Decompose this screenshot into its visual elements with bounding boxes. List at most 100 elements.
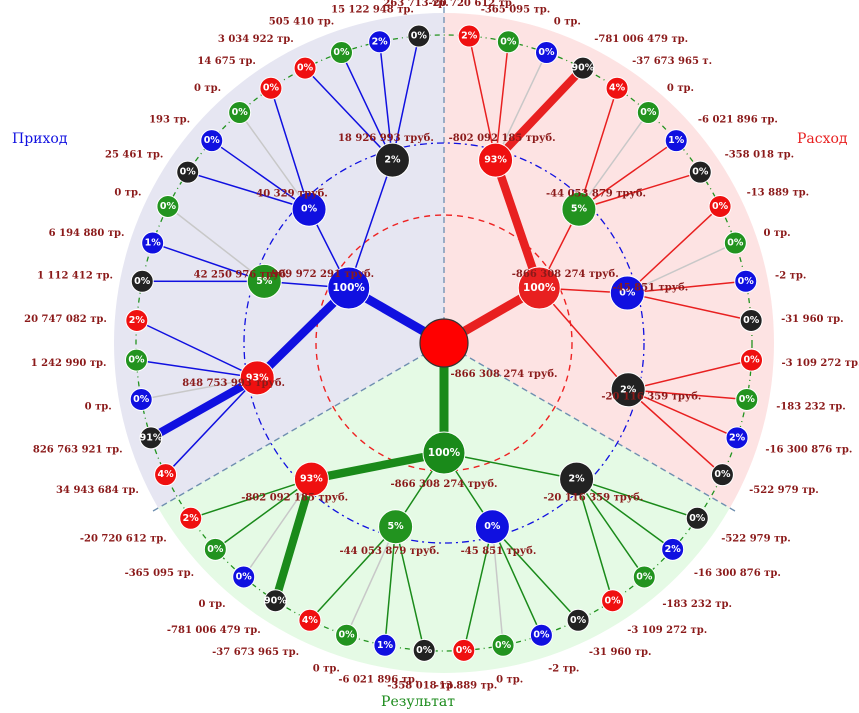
income-leaf-node-pct: 0%	[333, 47, 350, 58]
result-leaf-edge	[242, 478, 313, 578]
expense-branch-node[interactable]	[609, 275, 645, 311]
expense-leaf-edge	[494, 51, 548, 161]
income-leaf-node[interactable]	[154, 463, 178, 487]
income-leaf-label: 25 461 тр.	[105, 149, 163, 160]
income-branch-node[interactable]	[246, 263, 282, 299]
result-leaf-node[interactable]	[263, 589, 287, 613]
result-leaf-node[interactable]	[335, 623, 359, 647]
result-leaf-node[interactable]	[179, 506, 203, 530]
income-leaf-node[interactable]	[124, 348, 148, 372]
expense-branch-node[interactable]	[610, 372, 646, 408]
expense-leaf-node[interactable]	[725, 426, 749, 450]
income-leaf-node[interactable]	[141, 231, 165, 255]
income-leaf-node-pct: 0%	[232, 107, 249, 118]
income-leaf-node[interactable]	[176, 160, 200, 184]
expense-leaf-node[interactable]	[735, 387, 759, 411]
income-leaf-node[interactable]	[139, 426, 163, 450]
expense-branch-node[interactable]	[561, 191, 597, 227]
result-leaf-node[interactable]	[601, 589, 625, 613]
result-leaf-node[interactable]	[412, 638, 436, 662]
income-leaf-node[interactable]	[368, 30, 392, 54]
income-branch-node[interactable]	[239, 360, 275, 396]
result-leaf-node[interactable]	[685, 506, 709, 530]
result-leaf-node-pct: 0%	[416, 645, 433, 656]
expense-leaf-edge	[578, 171, 702, 210]
result-branch-node[interactable]	[559, 461, 595, 497]
result-leaf-node[interactable]	[452, 638, 476, 662]
expense-root-node[interactable]	[517, 266, 561, 310]
result-leaf-label: -358 018 тр.	[387, 680, 457, 691]
expense-leaf-node[interactable]	[688, 160, 712, 184]
result-branch-label: -45 851 труб.	[461, 546, 537, 557]
income-leaf-node-pct: 2%	[129, 315, 146, 326]
result-leaf-node[interactable]	[566, 608, 590, 632]
expense-leaf-node[interactable]	[708, 194, 732, 218]
result-leaf-node[interactable]	[491, 633, 515, 657]
expense-leaf-node[interactable]	[534, 41, 558, 65]
expense-leaf-edge	[578, 139, 677, 210]
income-leaf-node[interactable]	[200, 129, 224, 153]
income-leaf-node[interactable]	[156, 194, 180, 218]
expense-leaf-node[interactable]	[740, 348, 764, 372]
income-branch-node[interactable]	[374, 142, 410, 178]
income-leaf-node[interactable]	[129, 387, 153, 411]
income-branch-node[interactable]	[291, 191, 327, 227]
result-leaf-edge	[189, 478, 313, 520]
expense-leaf-node[interactable]	[496, 30, 520, 54]
income-leaf-label: 193 тр.	[149, 114, 190, 125]
income-root-node[interactable]	[327, 266, 371, 310]
income-leaf-node-pct: 0%	[134, 276, 151, 287]
result-leaf-node[interactable]	[298, 608, 322, 632]
income-leaf-node[interactable]	[259, 76, 283, 100]
expense-leaf-node[interactable]	[710, 463, 734, 487]
result-branch-node[interactable]	[474, 509, 510, 545]
result-leaf-node[interactable]	[373, 633, 397, 657]
expense-leaf-node[interactable]	[734, 269, 758, 293]
result-leaf-edge	[575, 478, 674, 551]
value-labels: 848 753 993 труб. 42 250 976 труб. 40 329 …	[24, 0, 859, 691]
expense-leaf-node-pct: 90%	[572, 63, 595, 74]
income-leaf-node[interactable]	[407, 24, 431, 48]
sector-bg-income	[114, 13, 444, 508]
income-leaf-node[interactable]	[130, 269, 154, 293]
expense-leaf-edge	[491, 64, 587, 165]
expense-leaf-node[interactable]	[636, 101, 660, 125]
expense-leaf-node-pct: 0%	[727, 238, 744, 249]
result-leaf-node[interactable]	[529, 623, 553, 647]
income-branch-label: 42 250 976 труб.	[194, 270, 290, 281]
result-leaf-node[interactable]	[661, 537, 685, 561]
result-root-node[interactable]	[422, 431, 466, 475]
result-leaf-node[interactable]	[632, 565, 656, 589]
income-leaf-node[interactable]	[125, 309, 149, 333]
expense-leaf-node[interactable]	[571, 56, 595, 80]
guide-circle-outer	[135, 34, 753, 652]
result-leaf-node[interactable]	[232, 565, 256, 589]
result-leaf-label: 0 тр.	[496, 675, 523, 686]
expense-leaf-node[interactable]	[723, 231, 747, 255]
expense-leaf-node[interactable]	[457, 24, 481, 48]
expense-leaf-label: -365 095 тр.	[481, 5, 551, 16]
expense-leaf-label: -2 тр.	[775, 270, 806, 281]
income-leaf-node[interactable]	[330, 41, 354, 65]
result-leaf-label: -781 006 479 тр.	[167, 625, 261, 636]
expense-leaf-node-pct: 2%	[461, 31, 478, 42]
center-node[interactable]	[419, 318, 469, 368]
result-leaf-node[interactable]	[203, 537, 227, 561]
expense-leaf-node-pct: 0%	[739, 394, 756, 405]
result-leaf-edge	[575, 478, 614, 602]
expense-sub-edge	[538, 287, 629, 391]
expense-branch-label: -45 851 труб.	[613, 283, 689, 294]
expense-branch-node[interactable]	[478, 142, 514, 178]
result-branch-node[interactable]	[293, 461, 329, 497]
result-leaf-node-pct: 0%	[207, 544, 224, 555]
income-leaf-node[interactable]	[293, 56, 317, 80]
result-leaf-node-pct: 2%	[665, 544, 682, 555]
expense-leaf-label: -20 720 612 тр.	[428, 0, 515, 9]
income-leaf-node[interactable]	[228, 101, 252, 125]
expense-leaf-node[interactable]	[664, 129, 688, 153]
expense-leaf-node[interactable]	[605, 76, 629, 100]
result-leaf-label: -6 021 896 тр.	[338, 675, 418, 686]
expense-leaf-node[interactable]	[739, 309, 763, 333]
result-branch-node[interactable]	[378, 509, 414, 545]
expense-leaf-label: -3 109 272 тр.	[781, 358, 859, 369]
